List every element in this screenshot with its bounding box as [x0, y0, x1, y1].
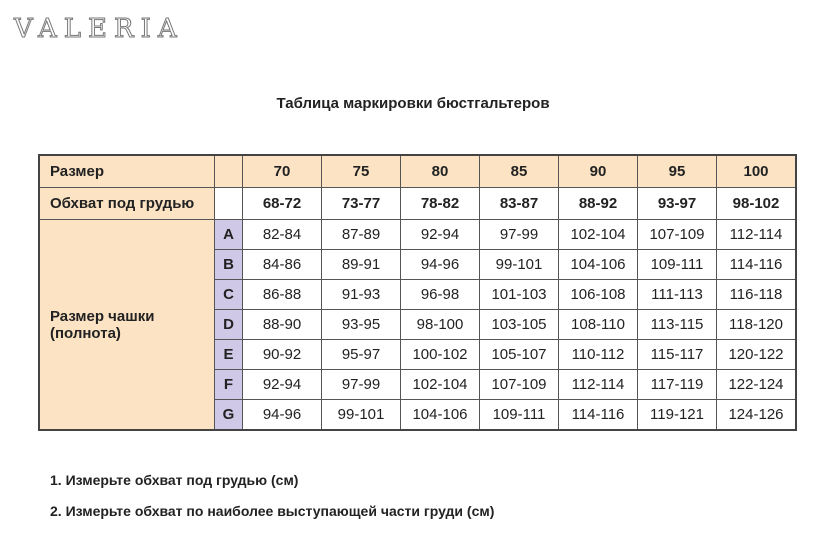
- cup-cell: 114-116: [558, 399, 638, 431]
- size-header: 95: [637, 154, 717, 188]
- cup-cell: 92-94: [400, 219, 480, 250]
- cup-cell: 103-105: [479, 309, 559, 340]
- cup-cell: 124-126: [716, 399, 797, 431]
- cup-cell: 101-103: [479, 279, 559, 310]
- size-header: 75: [321, 154, 401, 188]
- cup-letter: C: [214, 279, 243, 310]
- underbust-cell: 78-82: [400, 187, 480, 220]
- page-title: Таблица маркировки бюстгальтеров: [276, 95, 550, 112]
- cup-cell: 113-115: [637, 309, 717, 340]
- brand-logo: VALERIA: [14, 14, 184, 45]
- cup-cell: 114-116: [716, 249, 797, 280]
- cup-cell: 116-118: [716, 279, 797, 310]
- cup-cell: 92-94: [242, 369, 322, 400]
- underbust-label: Обхват под грудью: [38, 187, 215, 220]
- cup-cell: 87-89: [321, 219, 401, 250]
- cup-cell: 100-102: [400, 339, 480, 370]
- cup-cell: 109-111: [637, 249, 717, 280]
- underbust-cell: 73-77: [321, 187, 401, 220]
- size-header: 90: [558, 154, 638, 188]
- cup-cell: 99-101: [321, 399, 401, 431]
- cup-row: Размер чашки (полнота) A 82-84 87-89 92-94 97…: [38, 219, 797, 431]
- cup-cell: 122-124: [716, 369, 797, 400]
- cup-cell: 104-106: [558, 249, 638, 280]
- cup-letter: G: [214, 399, 243, 431]
- cup-cell: 94-96: [400, 249, 480, 280]
- cup-cell: 104-106: [400, 399, 480, 431]
- cup-cell: 94-96: [242, 399, 322, 431]
- cup-row: G 94-96 99-101 104-106 109-111 114-116 119-121…: [39, 399, 797, 431]
- cup-cell: 105-107: [479, 339, 559, 370]
- cup-cell: 98-100: [400, 309, 480, 340]
- cup-cell: 90-92: [242, 339, 322, 370]
- cup-cell: 95-97: [321, 339, 401, 370]
- cup-cell: 110-112: [558, 339, 638, 370]
- cup-cell: 96-98: [400, 279, 480, 310]
- cup-row: E 90-92 95-97 100-102 105-107 110-112 115-117 1…: [39, 339, 797, 370]
- cup-cell: 93-95: [321, 309, 401, 340]
- cup-cell: 111-113: [637, 279, 717, 310]
- underbust-cell: 83-87: [479, 187, 559, 220]
- cup-cell: 97-99: [479, 219, 559, 250]
- cup-cell: 86-88: [242, 279, 322, 310]
- underbust-cell: 68-72: [242, 187, 322, 220]
- cup-letter: D: [214, 309, 243, 340]
- cup-label: Размер чашки (полнота): [38, 219, 215, 431]
- size-table: Размер 70 75 80 85 90 95 100 Обхват под грудью…: [38, 154, 797, 431]
- note-2: 2. Измерьте обхват по наиболее выступающ…: [50, 503, 495, 519]
- underbust-cell: 93-97: [637, 187, 717, 220]
- cup-cell: 112-114: [558, 369, 638, 400]
- cup-cell: 109-111: [479, 399, 559, 431]
- cup-cell: 82-84: [242, 219, 322, 250]
- cup-cell: 97-99: [321, 369, 401, 400]
- cup-cell: 102-104: [400, 369, 480, 400]
- underbust-row: Обхват под грудью 68-72 73-77 78-82 83-87 88…: [38, 187, 797, 220]
- cup-cell: 89-91: [321, 249, 401, 280]
- cup-letter: B: [214, 249, 243, 280]
- cup-cell: 84-86: [242, 249, 322, 280]
- cup-row: F 92-94 97-99 102-104 107-109 112-114 117-119 1…: [39, 369, 797, 400]
- cup-cell: 99-101: [479, 249, 559, 280]
- cup-cell: 107-109: [479, 369, 559, 400]
- cup-cell: 117-119: [637, 369, 717, 400]
- header-blank: [214, 154, 243, 188]
- cup-cell: 106-108: [558, 279, 638, 310]
- size-header: 70: [242, 154, 322, 188]
- cup-cell: 118-120: [716, 309, 797, 340]
- cup-row: B 84-86 89-91 94-96 99-101 104-106 109-111 114-…: [39, 249, 797, 280]
- cup-letter: E: [214, 339, 243, 370]
- underbust-blank: [214, 187, 243, 220]
- underbust-cell: 98-102: [716, 187, 797, 220]
- header-row: Размер 70 75 80 85 90 95 100: [38, 154, 797, 188]
- cup-cell: 102-104: [558, 219, 638, 250]
- cup-cell: 115-117: [637, 339, 717, 370]
- cup-cell: 119-121: [637, 399, 717, 431]
- cup-row: C 86-88 91-93 96-98 101-103 106-108 111-113 116…: [39, 279, 797, 310]
- cup-letter: F: [214, 369, 243, 400]
- size-header: 100: [716, 154, 797, 188]
- cup-cell: 107-109: [637, 219, 717, 250]
- cup-cell: 88-90: [242, 309, 322, 340]
- underbust-cell: 88-92: [558, 187, 638, 220]
- note-1: 1. Измерьте обхват под грудью (см): [50, 472, 299, 488]
- cup-cell: 91-93: [321, 279, 401, 310]
- cup-cell: 120-122: [716, 339, 797, 370]
- cup-cell: 108-110: [558, 309, 638, 340]
- header-label: Размер: [38, 154, 215, 188]
- cup-cell: 112-114: [716, 219, 797, 250]
- cup-letter: A: [214, 219, 243, 250]
- size-header: 85: [479, 154, 559, 188]
- size-header: 80: [400, 154, 480, 188]
